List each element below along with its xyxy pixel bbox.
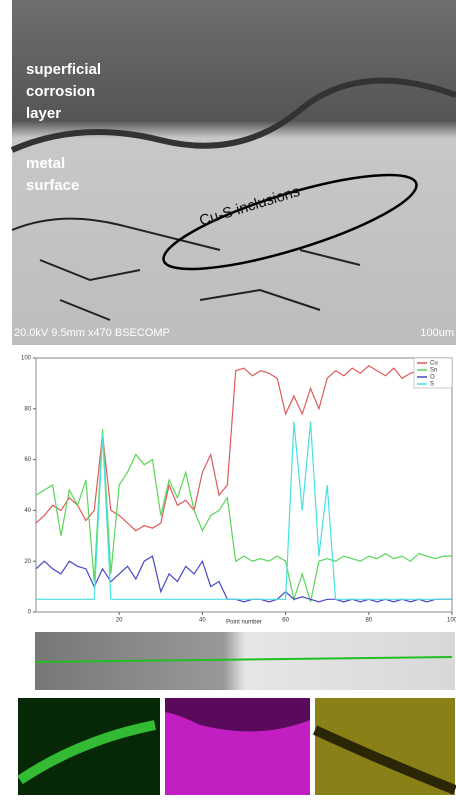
layer-boundary — [10, 77, 456, 153]
info-bar: 20.0kV 9.5mm x470 BSECOMP — [14, 327, 170, 339]
x-tick-label: 100 — [447, 618, 456, 624]
series-line — [36, 421, 452, 600]
y-tick-label: 60 — [24, 457, 31, 463]
y-tick-label: 40 — [24, 508, 31, 514]
plot-area — [35, 357, 453, 613]
legend-label: S — [430, 382, 434, 388]
legend-label: O — [430, 375, 435, 381]
label: surface — [26, 177, 79, 194]
map-feature — [17, 720, 156, 785]
scale-label: 100um — [420, 327, 454, 339]
x-tick-label: 20 — [116, 618, 123, 624]
sem-background — [12, 0, 456, 345]
scan-line — [34, 656, 453, 663]
legend-label: Cu — [430, 361, 438, 367]
label: metal — [26, 155, 65, 172]
y-tick-label: 100 — [21, 356, 32, 362]
x-tick-label: 60 — [282, 618, 289, 624]
y-tick-label: 20 — [24, 559, 31, 565]
chart: 0 20 40 60 80 100 20 40 60 80 100 Point number CuSnO… — [21, 356, 456, 626]
y-tick-label: 80 — [24, 406, 31, 412]
label: corrosion — [26, 83, 95, 100]
series-line — [35, 364, 453, 532]
element-maps — [17, 698, 456, 795]
label: superficial — [26, 61, 101, 78]
x-tick-label: 40 — [199, 618, 206, 624]
legend-label: Sn — [430, 368, 437, 374]
series-line — [35, 555, 452, 603]
map-feature — [312, 725, 456, 795]
cracks — [11, 217, 361, 321]
y-tick-label: 0 — [28, 610, 32, 616]
inclusion-ellipse — [162, 173, 418, 271]
x-axis-label: Point number — [226, 620, 262, 626]
map-feature — [165, 698, 310, 732]
sem-image: superficial corrosion layer metal surfac… — [10, 0, 456, 345]
label: layer — [26, 105, 61, 122]
x-tick-label: 80 — [365, 618, 372, 624]
line-scan — [34, 632, 455, 690]
